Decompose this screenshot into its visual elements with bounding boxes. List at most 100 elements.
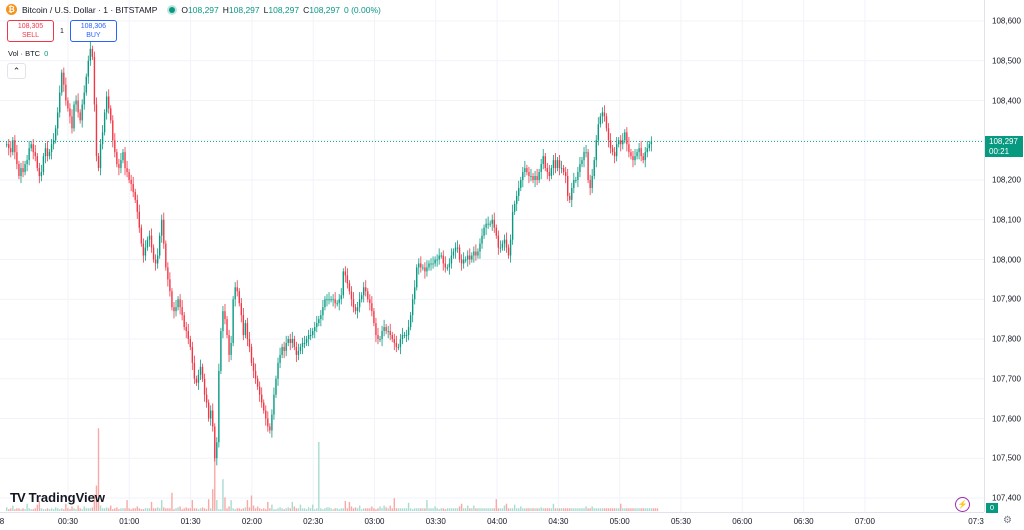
brand-name: TradingView — [28, 490, 105, 505]
candle-body — [407, 327, 410, 336]
volume-bar — [165, 508, 167, 511]
sell-button[interactable]: 108,305 SELL — [7, 20, 54, 42]
candle-body — [216, 442, 218, 459]
candle-body — [326, 299, 328, 301]
buy-button[interactable]: 108,306 BUY — [69, 20, 117, 42]
settings-gear-icon[interactable]: ⚙ — [1003, 515, 1012, 526]
candle-body — [50, 144, 53, 153]
candle-body — [405, 335, 408, 337]
volume-bar — [371, 506, 373, 511]
price-tick-label: 108,000 — [992, 255, 1021, 264]
tradingview-logo[interactable]: TV TradingView — [10, 490, 105, 505]
candle-body — [130, 180, 132, 184]
volume-bar — [12, 505, 14, 511]
volume-bar — [597, 508, 599, 511]
candle-body — [575, 180, 577, 181]
time-axis[interactable]: 8 00:30 01:00 01:30 02:00 02:30 03:00 03:30 04:0… — [0, 512, 984, 530]
volume-bar — [30, 509, 32, 511]
candle-body — [360, 295, 363, 300]
volume-bar — [534, 508, 536, 511]
candle-body — [54, 128, 57, 141]
candle-body — [397, 346, 400, 348]
candlestick-chart[interactable] — [0, 0, 984, 512]
volume-bar — [26, 503, 28, 511]
volume-bar — [456, 508, 459, 511]
volume-bar — [646, 508, 648, 511]
symbol-legend[interactable]: ₿ Bitcoin / U.S. Dollar · 1 · BITSTAMP O… — [6, 4, 381, 15]
volume-bar — [254, 508, 257, 511]
candle-body — [458, 247, 461, 260]
volume-bar — [338, 509, 340, 511]
candle-body — [365, 287, 367, 292]
candle-body — [338, 299, 340, 304]
volume-bar — [122, 508, 124, 511]
candle-body — [283, 346, 285, 351]
volume-bar — [450, 508, 453, 511]
volume-bar — [393, 498, 395, 511]
candle-body — [171, 291, 173, 308]
volume-bar — [487, 508, 489, 511]
candle-body — [581, 160, 583, 165]
volume-bar — [210, 508, 212, 511]
volume-bar — [103, 508, 106, 511]
collapse-legend-button[interactable]: ⌃ — [7, 63, 26, 79]
chart-area[interactable] — [0, 0, 984, 512]
volume-bar — [112, 509, 114, 511]
volume-bar — [548, 508, 551, 511]
time-tick-label: 01:00 — [119, 517, 140, 526]
candle-body — [193, 362, 196, 379]
symbol-title[interactable]: Bitcoin / U.S. Dollar · 1 · BITSTAMP — [22, 4, 158, 15]
volume-bar — [360, 509, 363, 511]
candle-body — [114, 140, 116, 153]
volume-bar — [85, 508, 87, 511]
candle-body — [177, 299, 179, 308]
volume-bar — [501, 508, 504, 511]
volume-bar — [8, 509, 10, 511]
volume-bar — [607, 508, 610, 511]
candle-body — [542, 156, 544, 165]
candle-body — [122, 152, 124, 161]
market-status-icon[interactable] — [169, 6, 176, 13]
volume-bar — [358, 505, 361, 511]
candle-body — [205, 394, 208, 403]
volume-bar — [642, 508, 644, 511]
volume-legend[interactable]: Vol · BTC 0 — [8, 49, 48, 58]
volume-bar — [110, 505, 112, 511]
candle-body — [593, 160, 595, 177]
candle-body — [493, 219, 495, 228]
volume-bar — [230, 500, 232, 511]
volume-bar — [383, 505, 385, 511]
volume-bar — [540, 507, 542, 511]
volume-bar — [303, 508, 306, 511]
candle-body — [65, 84, 67, 101]
volume-bar — [93, 494, 96, 511]
candle-body — [418, 263, 420, 268]
volume-bar — [73, 508, 75, 511]
candle-body — [358, 299, 361, 308]
volume-bar — [189, 508, 191, 511]
candle-body — [524, 168, 526, 173]
volume-bar — [432, 508, 434, 511]
candle-body — [71, 116, 73, 129]
candle-body — [511, 211, 514, 240]
volume-bar — [152, 508, 155, 511]
price-axis[interactable]: 108,600108,500108,400108,300108,200108,1… — [984, 0, 1024, 512]
volume-bar — [297, 508, 300, 511]
volume-bar — [414, 508, 416, 511]
lightning-icon[interactable]: ⚡ — [955, 497, 970, 512]
volume-bar — [428, 508, 430, 511]
candle-body — [385, 327, 387, 332]
volume-bar — [373, 508, 375, 511]
candle-body — [199, 366, 202, 375]
candle-body — [560, 168, 563, 170]
candle-body — [618, 140, 620, 145]
candle-body — [179, 299, 181, 308]
candle-body — [562, 168, 565, 173]
candle-body — [24, 164, 26, 173]
candle-body — [226, 319, 228, 336]
volume-bar — [554, 508, 557, 511]
candle-body — [342, 271, 344, 296]
volume-bar — [287, 507, 289, 511]
volume-bar — [522, 508, 524, 511]
candle-body — [403, 335, 406, 337]
